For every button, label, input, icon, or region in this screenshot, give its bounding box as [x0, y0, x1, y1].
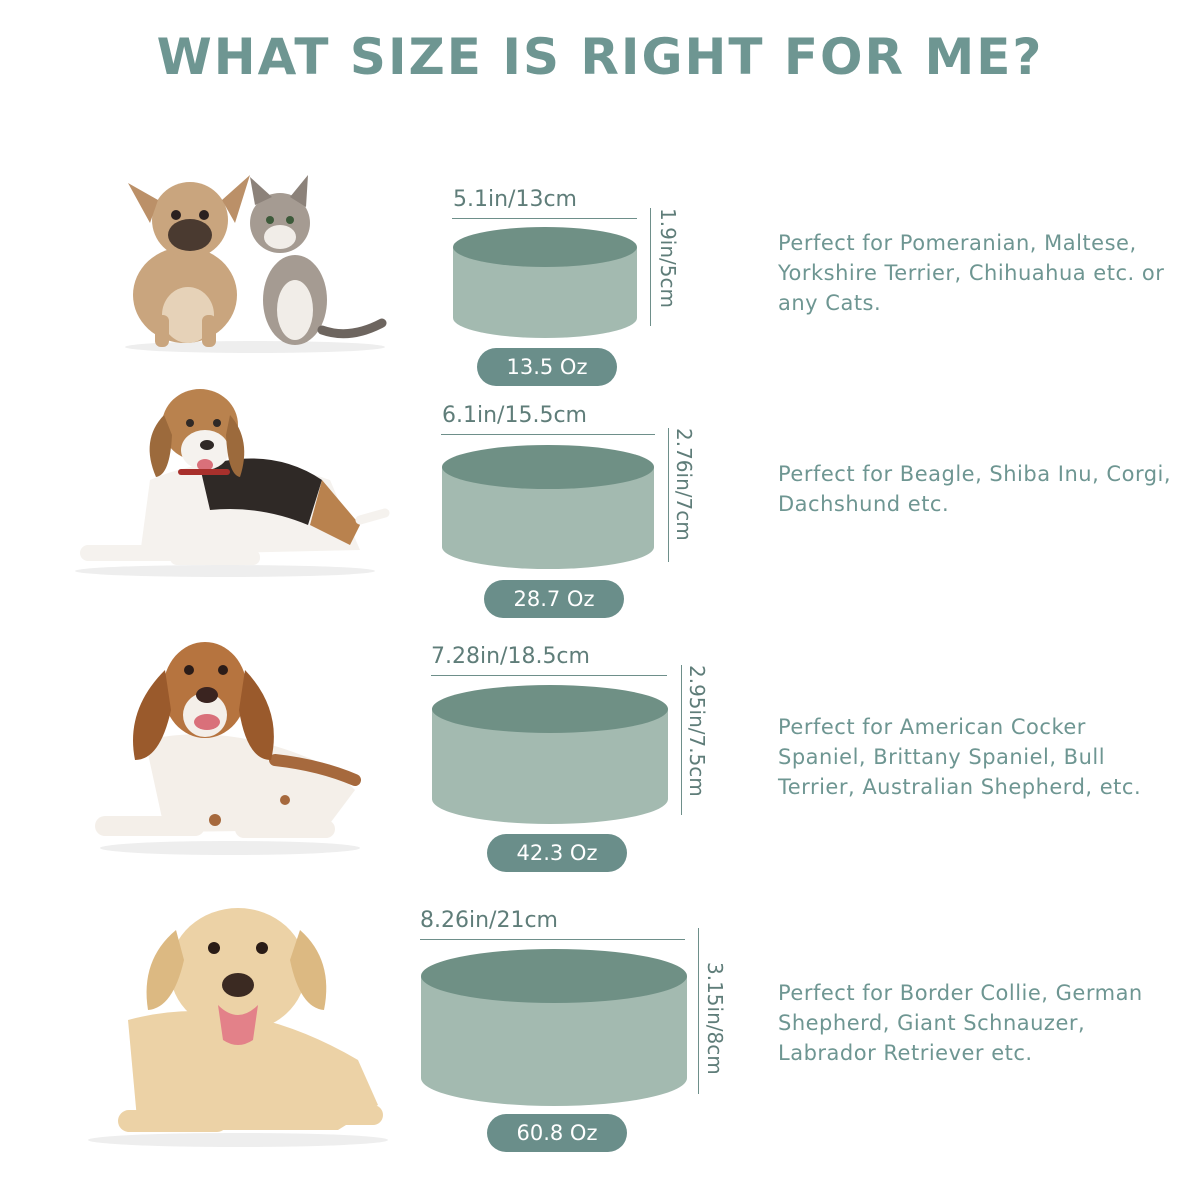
bowl-height-line [668, 428, 669, 562]
bowl-height-line [681, 665, 682, 815]
bowl-width-line [452, 218, 637, 219]
capacity-badge: 60.8 Oz [487, 1114, 627, 1152]
page-title: WHAT SIZE IS RIGHT FOR ME? [156, 28, 1044, 86]
capacity-badge: 13.5 Oz [477, 348, 617, 386]
bowl-width-label: 6.1in/15.5cm [442, 403, 587, 428]
size-description: Perfect for Pomeranian, Maltese, Yorkshi… [778, 231, 1165, 315]
size-description: Perfect for American Cocker Spaniel, Bri… [778, 715, 1142, 799]
bowl-width-line [441, 434, 655, 435]
bowl-width-label: 8.26in/21cm [420, 908, 558, 933]
bowl-height-line [650, 208, 651, 326]
labrador-retriever-icon [88, 908, 388, 1147]
bowl-large-icon [432, 685, 668, 824]
size-description: Perfect for Border Collie, German Shephe… [778, 981, 1143, 1065]
bowl-height-label: 1.9in/5cm [656, 208, 680, 308]
bowl-extra-large-icon [421, 949, 687, 1106]
bowl-small-icon [453, 227, 637, 338]
bowl-width-line [420, 939, 685, 940]
capacity-badge: 28.7 Oz [484, 580, 624, 618]
bowl-medium-icon [442, 445, 654, 569]
beagle-icon [75, 389, 390, 577]
bowl-height-line [698, 928, 699, 1094]
bowl-height-label: 3.15in/8cm [703, 962, 727, 1075]
capacity-badge: 42.3 Oz [487, 834, 627, 872]
bowl-width-label: 5.1in/13cm [453, 187, 577, 212]
size-description: Perfect for Beagle, Shiba Inu, Corgi, Da… [778, 462, 1172, 516]
bowl-width-line [431, 675, 667, 676]
bowl-height-label: 2.95in/7.5cm [685, 665, 709, 797]
bowl-width-label: 7.28in/18.5cm [431, 644, 590, 669]
cocker-spaniel-icon [95, 642, 361, 855]
bowl-height-label: 2.76in/7cm [672, 428, 696, 541]
french-bulldog-and-kitten-icon [125, 175, 387, 353]
